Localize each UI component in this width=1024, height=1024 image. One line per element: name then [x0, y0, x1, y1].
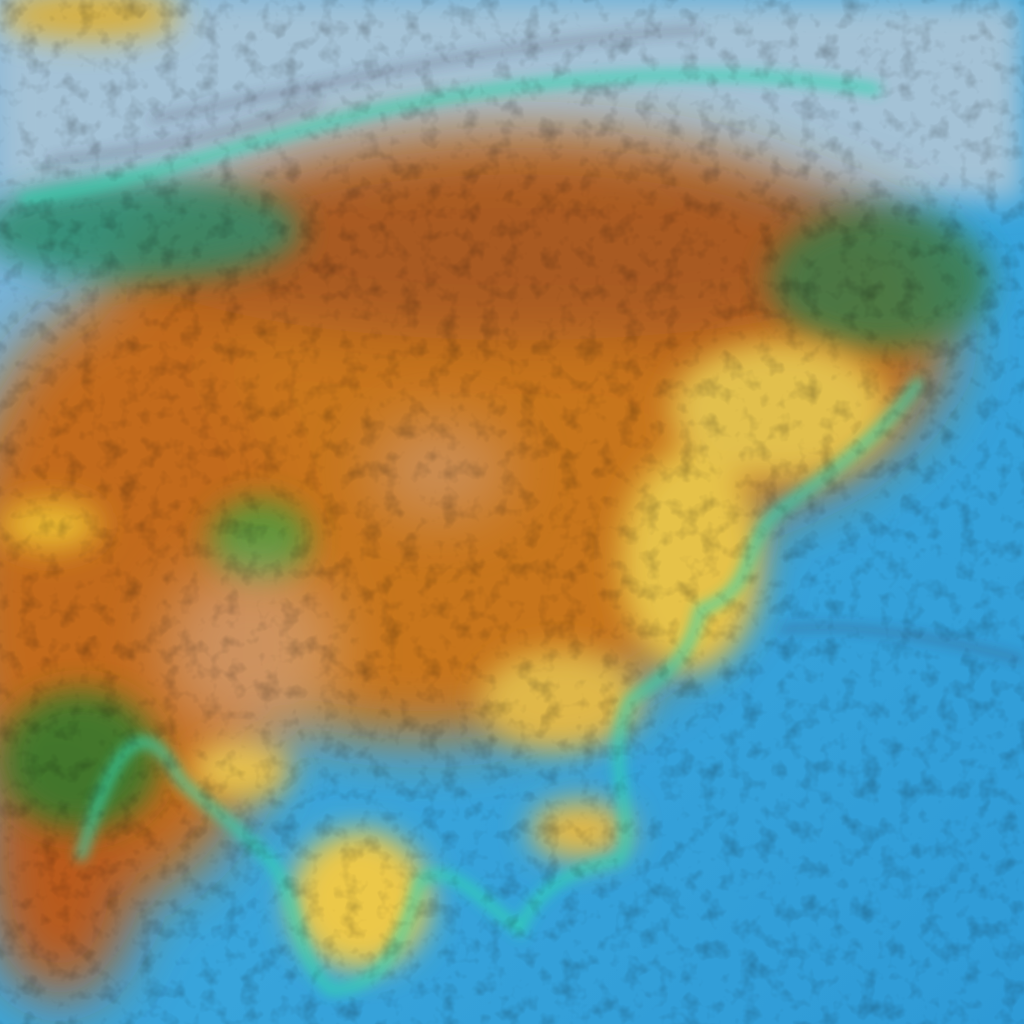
texture-overlay — [0, 0, 1024, 1024]
satellite-image — [0, 0, 1024, 1024]
